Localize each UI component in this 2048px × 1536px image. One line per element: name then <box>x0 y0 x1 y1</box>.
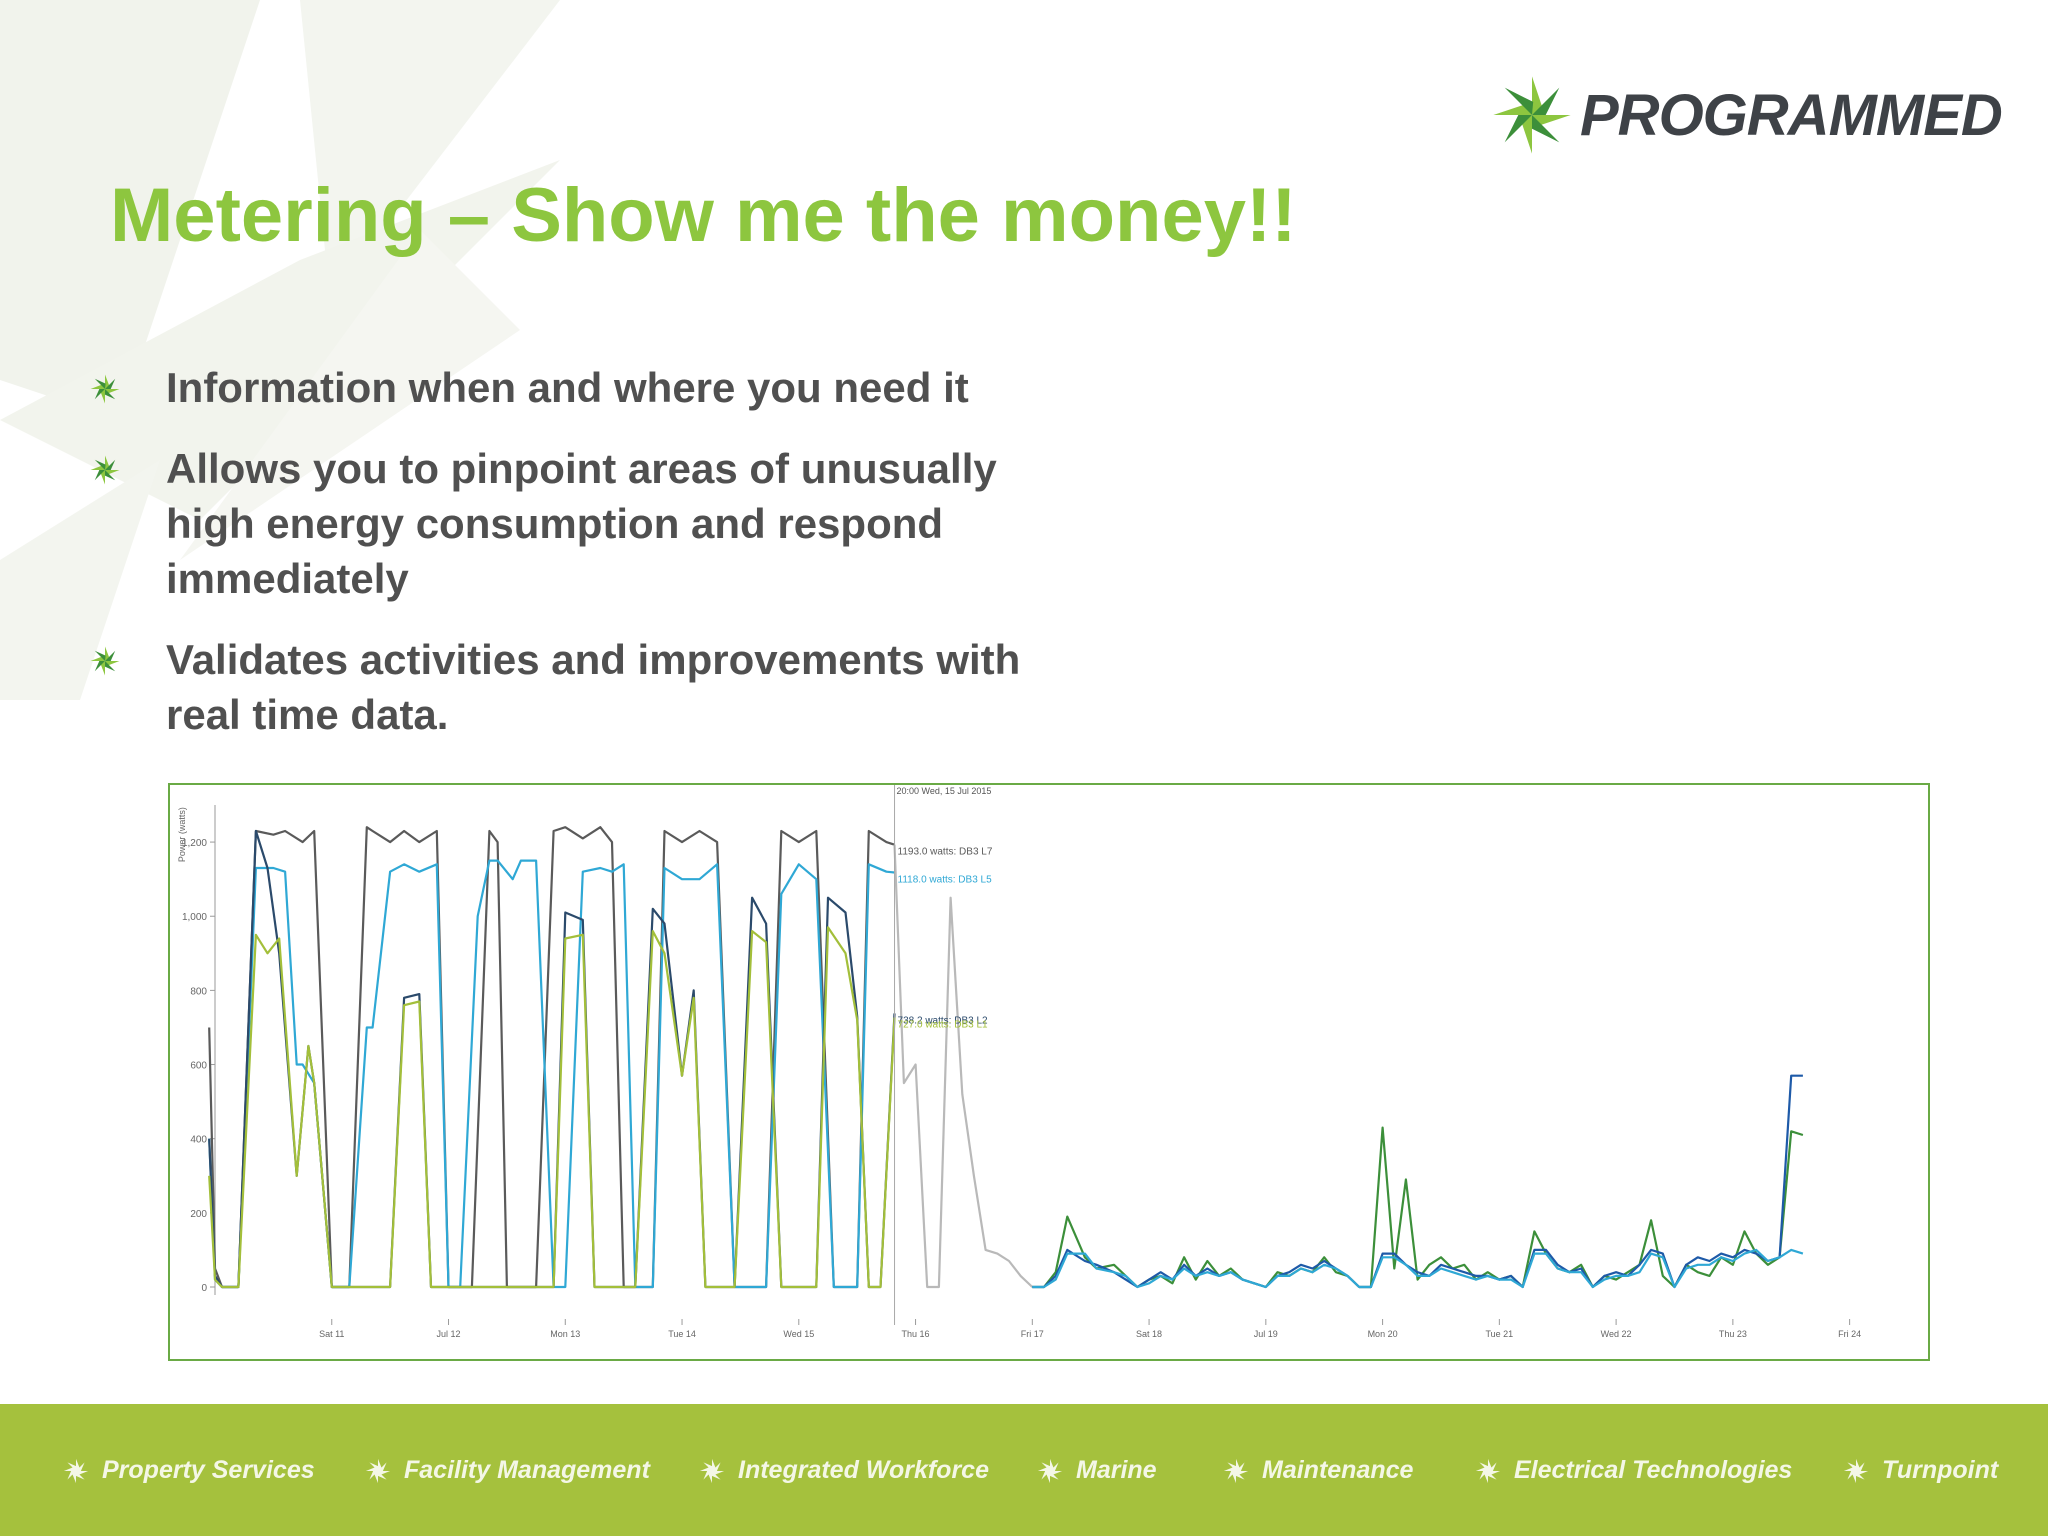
footer-item: Turnpoint <box>1842 1456 1998 1485</box>
x-tick-label: Fri 17 <box>1021 1329 1044 1339</box>
x-tick-label: Wed 15 <box>783 1329 814 1339</box>
bullet-item: Information when and where you need it <box>88 360 1088 415</box>
star-bullet-icon <box>90 646 120 676</box>
background-star-decoration <box>0 0 560 700</box>
y-tick-label: 600 <box>190 1061 207 1072</box>
x-tick-label: Jul 12 <box>437 1329 461 1339</box>
x-tick-label: Thu 23 <box>1719 1329 1747 1339</box>
footer-item-label: Turnpoint <box>1882 1456 1999 1484</box>
tooltip-header: 20:00 Wed, 15 Jul 2015 <box>897 786 992 796</box>
footer-item-label: Maintenance <box>1262 1456 1414 1484</box>
bullet-text: Allows you to pinpoint areas of unusuall… <box>166 445 997 602</box>
series-line <box>208 926 896 1289</box>
x-tick-label: Wed 22 <box>1601 1329 1632 1339</box>
pinwheel-star-icon <box>1493 76 1571 154</box>
x-tick-label: Thu 16 <box>902 1329 930 1339</box>
bullet-text: Information when and where you need it <box>166 364 969 411</box>
gear-star-icon <box>1037 1458 1063 1483</box>
footer-item: Maintenance <box>1222 1456 1413 1485</box>
series-line <box>1032 1248 1804 1289</box>
gear-star-icon <box>63 1458 89 1483</box>
footer-item: Marine <box>1036 1456 1157 1485</box>
gear-star-icon <box>1223 1458 1249 1483</box>
footer-item-label: Facility Management <box>404 1456 650 1484</box>
bullet-list: Information when and where you need it A… <box>88 360 1088 768</box>
programmed-logo: PROGRAMMED <box>1490 70 2010 160</box>
bullet-item: Allows you to pinpoint areas of unusuall… <box>88 441 1088 606</box>
slide-title: Metering – Show me the money!! <box>110 173 1297 258</box>
tooltip-label: 727.0 watts: DB3 L1 <box>898 1019 988 1030</box>
bullet-text: Validates activities and improvements wi… <box>166 636 1021 738</box>
chart-tooltip: 20:00 Wed, 15 Jul 2015 1193.0 watts: DB3 … <box>894 785 993 1325</box>
y-tick-label: 400 <box>190 1135 207 1146</box>
footer-item-label: Electrical Technologies <box>1514 1456 1793 1484</box>
gear-star-icon <box>1843 1458 1869 1483</box>
footer-item-label: Marine <box>1076 1456 1157 1484</box>
x-tick-label: Jul 19 <box>1254 1329 1278 1339</box>
tooltip-label: 1193.0 watts: DB3 L7 <box>898 847 993 858</box>
x-tick-label: Sat 18 <box>1136 1329 1162 1339</box>
star-bullet-icon <box>90 455 120 485</box>
series-line <box>208 859 895 1289</box>
y-tick-label: 1,200 <box>182 838 207 849</box>
chart-series <box>208 826 1804 1289</box>
footer-item: Electrical Technologies <box>1474 1456 1792 1485</box>
gear-star-icon <box>365 1458 391 1483</box>
footer-item-label: Property Services <box>102 1456 315 1484</box>
power-chart-frame: 0 200 400 600 800 1,000 1,200 Power (watts) Sat … <box>168 783 1930 1361</box>
x-tick-label: Mon 20 <box>1368 1329 1398 1339</box>
footer-item-label: Integrated Workforce <box>738 1456 989 1484</box>
y-tick-label: 800 <box>190 986 207 997</box>
x-tick-label: Mon 13 <box>550 1329 580 1339</box>
gear-star-icon <box>1475 1458 1501 1483</box>
gear-star-icon <box>699 1458 725 1483</box>
x-tick-label: Tue 14 <box>668 1329 696 1339</box>
x-tick-label: Tue 21 <box>1486 1329 1514 1339</box>
y-tick-label: 0 <box>201 1283 207 1294</box>
tooltip-label: 1118.0 watts: DB3 L5 <box>898 874 993 885</box>
footer-item: Integrated Workforce <box>698 1456 989 1485</box>
footer-item: Facility Management <box>364 1456 650 1485</box>
series-line <box>1032 1074 1803 1289</box>
y-tick-label: 1,000 <box>182 912 207 923</box>
bullet-item: Validates activities and improvements wi… <box>88 632 1088 742</box>
x-tick-label: Fri 24 <box>1838 1329 1861 1339</box>
star-bullet-icon <box>90 374 120 404</box>
footer-banner: Property Services Facility Management Inte… <box>0 1404 2048 1536</box>
x-tick-label: Sat 11 <box>319 1329 344 1339</box>
y-axis-label: Power (watts) <box>177 807 187 862</box>
y-tick-label: 200 <box>190 1209 207 1220</box>
tooltip-label: 738.2 watts: DB3 L2 <box>898 1015 988 1026</box>
logo-wordmark: PROGRAMMED <box>1580 82 2003 148</box>
series-line <box>893 844 1034 1289</box>
footer-item: Property Services <box>62 1456 315 1485</box>
